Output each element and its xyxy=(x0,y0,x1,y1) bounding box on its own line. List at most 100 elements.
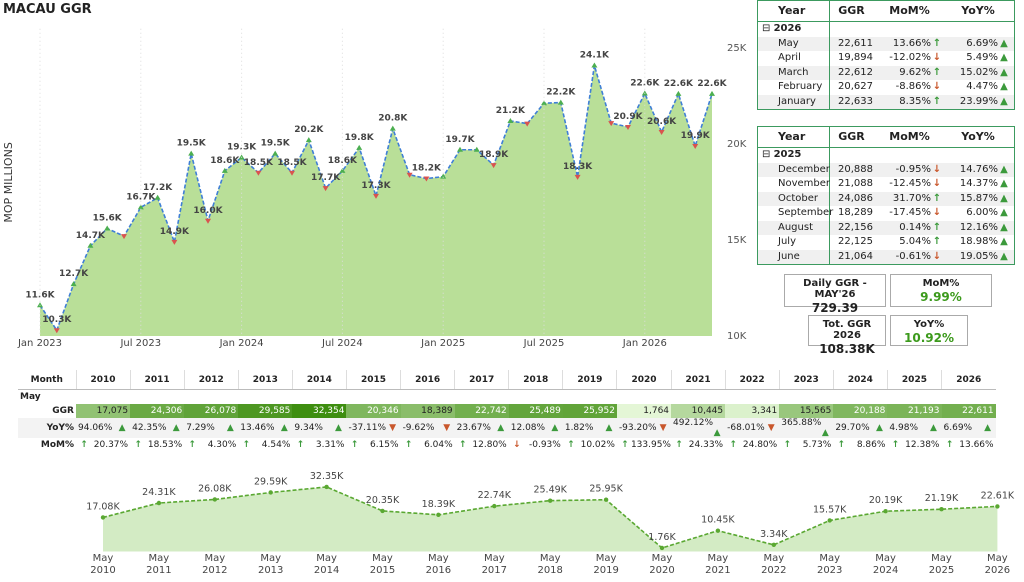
cell-value: 12.08% xyxy=(510,423,546,433)
table-cell: January xyxy=(758,94,830,109)
trend-arrow: ↑ xyxy=(837,440,846,450)
point-marker xyxy=(457,146,463,152)
point-marker xyxy=(339,167,346,173)
cell-value: 4.30% xyxy=(207,440,237,450)
table-cell: 23.99% ▲ xyxy=(946,95,1014,110)
data-label: 18.6K xyxy=(328,156,358,166)
point-marker xyxy=(268,490,273,495)
trend-triangle: ▲ xyxy=(984,423,992,433)
data-label: 20.19K xyxy=(869,495,903,506)
matrix-cell: ↑ 8.86% xyxy=(833,438,887,452)
kpi-label: YoY% xyxy=(913,319,945,330)
data-label: 17.7K xyxy=(311,173,341,183)
matrix-cell: 42.35% ▲ xyxy=(130,418,185,438)
data-label: 21.19K xyxy=(925,493,959,504)
kpi-card: YoY% 10.92% xyxy=(890,315,968,346)
x-tick-label: May 2025 xyxy=(928,553,955,576)
cell-value: -17.45% xyxy=(889,207,931,218)
point-marker xyxy=(380,508,385,514)
point-marker xyxy=(389,125,396,131)
trend-triangle: ▲ xyxy=(172,423,180,433)
group-cell: ⊟ 2026 xyxy=(758,22,830,37)
trend-arrow: ↑ xyxy=(296,440,305,450)
table-cell: 18,289 xyxy=(830,206,876,221)
trend-arrow: ↑ xyxy=(932,95,942,107)
table-cell: July xyxy=(758,235,830,250)
table-cell: 13.66% ↑ xyxy=(876,37,946,52)
header-cell: GGR xyxy=(838,130,865,143)
cell-value: 22,611 xyxy=(962,406,994,416)
cell-value: April xyxy=(778,52,801,63)
point-marker xyxy=(356,144,363,150)
x-tick-label: Jul 2023 xyxy=(119,338,161,349)
data-label: 14.7K xyxy=(76,231,106,241)
trend-arrow: ↓ xyxy=(932,207,942,218)
cell-value: 365.88% xyxy=(781,418,822,428)
cell-value: 6.69% xyxy=(943,423,973,433)
data-label: 22.6K xyxy=(630,78,660,88)
matrix-cell: 9.34% ▲ xyxy=(292,418,347,438)
point-marker xyxy=(255,170,262,176)
point-marker xyxy=(272,150,279,156)
cell-value: 19.05% xyxy=(959,250,998,262)
cell-value: -12.02% xyxy=(889,52,931,63)
cell-value: 21,064 xyxy=(838,250,873,262)
cell-value: 20,346 xyxy=(367,406,399,416)
cell-value: 3,341 xyxy=(751,406,778,416)
cell-value: 22,125 xyxy=(838,236,873,247)
matrix-cell: 6.69% ▲ xyxy=(941,418,996,438)
group-row: May xyxy=(18,390,996,405)
group-cell: ⊟ 2025 xyxy=(758,148,830,163)
row-label: MoM% xyxy=(40,440,74,450)
cell-value: 20.37% xyxy=(93,440,129,450)
group-label: 2026 xyxy=(773,23,802,34)
point-marker xyxy=(541,100,547,106)
header-cell: MoM% xyxy=(889,130,930,143)
trend-triangle: ▲ xyxy=(1000,66,1008,78)
group-row: ⊟ 2025 xyxy=(758,148,1014,163)
collapse-toggle[interactable]: ⊟ xyxy=(762,23,774,34)
point-marker xyxy=(771,542,776,548)
trend-arrow: ↑ xyxy=(350,440,359,450)
table-cell: 8.35% ↑ xyxy=(876,95,946,110)
header-cell: 2013 xyxy=(237,370,293,390)
point-marker xyxy=(659,545,665,551)
trend-triangle: ▲ xyxy=(1000,221,1008,233)
cell-value: 8.35% xyxy=(899,95,931,107)
cell-value: 21,193 xyxy=(908,406,940,416)
cell-value: May xyxy=(778,37,799,49)
header-cell: Year xyxy=(758,1,830,21)
table-cell: 22,156 xyxy=(830,221,876,236)
matrix-cell: 12.08% ▲ xyxy=(508,418,563,438)
cell-value: January xyxy=(778,95,816,107)
kpi-label: MoM% xyxy=(922,278,960,289)
x-tick-label: May 2018 xyxy=(537,553,563,576)
trend-triangle: ▲ xyxy=(713,428,721,438)
kpi-value: 729.39 xyxy=(811,301,859,315)
point-marker xyxy=(221,167,228,173)
point-marker xyxy=(548,498,553,503)
data-label: 22.2K xyxy=(546,88,576,98)
collapse-toggle[interactable]: ⊟ xyxy=(762,149,774,160)
x-tick-label: Jan 2024 xyxy=(219,338,264,349)
cell-value: March xyxy=(778,66,809,78)
matrix-cell: 23.67% ▲ xyxy=(454,418,509,438)
matrix-cell: 32,354 xyxy=(292,404,347,418)
cell-value: -93.20% xyxy=(618,423,657,433)
y-tick-label: 10K xyxy=(727,331,747,342)
point-marker xyxy=(373,193,379,199)
page-title: MACAU GGR xyxy=(3,2,92,17)
cell-value: 21,088 xyxy=(838,178,873,189)
cell-value: 24.80% xyxy=(742,440,778,450)
data-label: 19.5K xyxy=(177,139,207,149)
table-cell: -12.45% ↓ xyxy=(876,177,946,192)
table-cell: 20,888 xyxy=(830,163,876,178)
row-label: YoY% xyxy=(18,418,76,438)
header-cell: Month xyxy=(18,370,76,390)
cell-value: -0.93% xyxy=(529,440,561,450)
cell-value: 15.87% xyxy=(959,192,998,204)
matrix-cell: ↑ 13.66% xyxy=(942,438,996,452)
matrix-cell: ↑ 24.80% xyxy=(725,438,779,452)
y-tick-label: 20K xyxy=(727,139,747,150)
cell-value: -8.86% xyxy=(895,81,931,92)
